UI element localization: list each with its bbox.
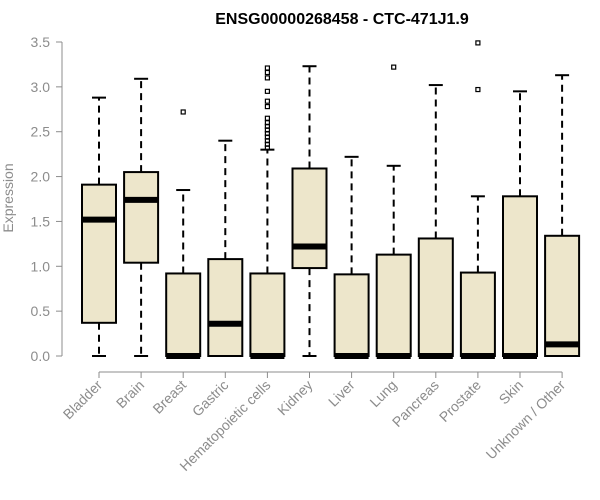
chart-title: ENSG00000268458 - CTC-471J1.9	[215, 11, 469, 28]
y-tick-label: 0.0	[31, 348, 51, 364]
outlier-point	[475, 86, 481, 93]
outlier-point	[475, 40, 481, 46]
box-lung	[375, 253, 412, 358]
box-liver	[333, 273, 370, 357]
outlier-point	[180, 109, 186, 115]
outlier-point	[264, 75, 270, 81]
x-tick-label: Breast	[149, 377, 189, 417]
x-tick-label: Bladder	[60, 377, 106, 423]
box-skin	[502, 195, 538, 357]
outlier-point	[264, 98, 270, 104]
box-pancreas	[417, 237, 454, 357]
y-tick-label: 2.0	[31, 169, 51, 185]
outlier-point	[264, 65, 270, 71]
y-tick-label: 3.5	[31, 34, 51, 50]
plot-area: 0.0 0.5 1.0 1.5 2.0 2.5 3.0 3.5 Bladder Brain Brea…	[31, 34, 581, 474]
outlier-point	[264, 115, 270, 121]
box-hematopoietic-cells	[249, 272, 286, 357]
box-prostate	[459, 271, 496, 357]
y-tick-label: 2.5	[31, 124, 51, 140]
box-bladder	[81, 183, 117, 324]
box-unknown-other	[544, 234, 581, 357]
x-tick-label: Unknown / Other	[483, 377, 569, 463]
x-tick-label: Pancreas	[389, 377, 442, 430]
box-breast	[165, 272, 202, 357]
outlier-point	[264, 120, 270, 126]
box-kidney	[291, 167, 328, 270]
y-tick-label: 3.0	[31, 79, 51, 95]
x-tick-label: Skin	[496, 377, 527, 408]
x-tick-label: Kidney	[274, 377, 316, 419]
outlier-point	[391, 64, 397, 70]
outlier-point	[264, 103, 270, 110]
x-tick-label: Liver	[325, 377, 358, 410]
y-tick-label: 0.5	[31, 303, 51, 319]
x-tick-label: Prostate	[436, 377, 484, 425]
x-tick-label: Brain	[113, 377, 147, 411]
y-axis-label: Expression	[0, 163, 16, 232]
x-tick-label: Lung	[366, 377, 399, 410]
box-gastric	[207, 258, 244, 358]
outlier-point	[264, 69, 270, 76]
outlier-point	[264, 88, 270, 94]
box-brain	[123, 171, 160, 264]
y-tick-label: 1.5	[31, 213, 51, 229]
y-tick-label: 1.0	[31, 258, 51, 274]
